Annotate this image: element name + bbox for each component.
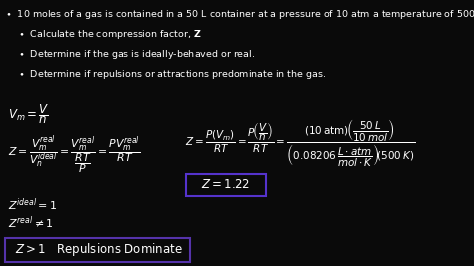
Bar bbox=[5, 238, 190, 262]
Text: $\bullet$  Determine if repulsions or attractions predominate in the gas.: $\bullet$ Determine if repulsions or att… bbox=[18, 68, 327, 81]
Text: $\bullet$  Determine if the gas is ideally-behaved or real.: $\bullet$ Determine if the gas is ideall… bbox=[18, 48, 255, 61]
Text: $Z^{real} \neq 1$: $Z^{real} \neq 1$ bbox=[8, 214, 54, 231]
Text: $Z > 1$   Repulsions Dominate: $Z > 1$ Repulsions Dominate bbox=[15, 242, 182, 259]
Text: $\bullet$  Calculate the compression factor, $\mathbf{Z}$: $\bullet$ Calculate the compression fact… bbox=[18, 28, 202, 41]
Text: $Z = 1.22$: $Z = 1.22$ bbox=[201, 178, 251, 192]
Text: $Z = \dfrac{V_m^{real}}{V_n^{ideal}} = \dfrac{V_m^{real}}{\dfrac{RT}{P}} = \dfra: $Z = \dfrac{V_m^{real}}{V_n^{ideal}} = \… bbox=[8, 135, 140, 177]
Bar bbox=[186, 174, 266, 196]
Text: $\bullet$  10 moles of a gas is contained in a 50 L container at a pressure of 1: $\bullet$ 10 moles of a gas is contained… bbox=[5, 8, 474, 21]
Text: $Z = \dfrac{P(V_m)}{RT} = \dfrac{P\!\left(\dfrac{V}{n}\right)}{RT} = \dfrac{(10\: $Z = \dfrac{P(V_m)}{RT} = \dfrac{P\!\lef… bbox=[185, 118, 415, 169]
Text: $Z^{ideal} = 1$: $Z^{ideal} = 1$ bbox=[8, 196, 57, 213]
Text: $V_m = \dfrac{V}{n}$: $V_m = \dfrac{V}{n}$ bbox=[8, 102, 50, 126]
